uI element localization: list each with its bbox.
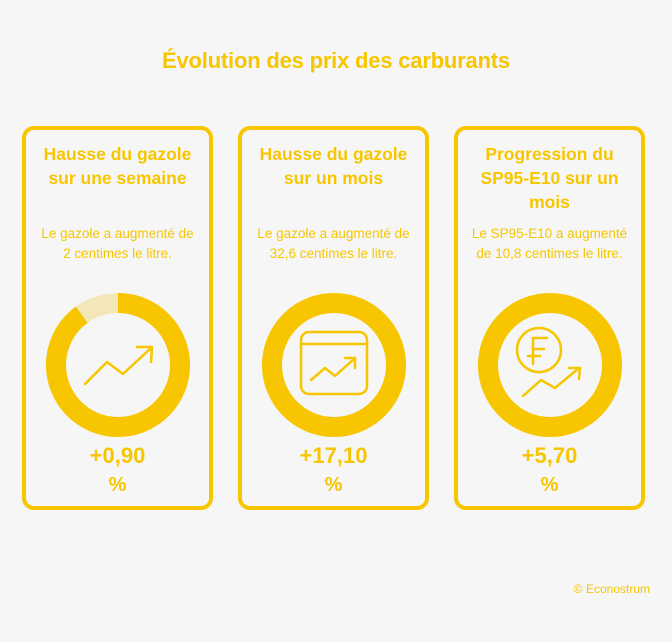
card-description: Le SP95-E10 a augmenté de 10,8 centimes …: [471, 226, 628, 261]
progress-ring: [261, 293, 406, 437]
percent-value: +5,70: [521, 443, 578, 468]
card-description: Le gazole a augmenté de 2 centimes le li…: [41, 226, 194, 261]
card-gazole-mois: Hausse du gazole sur un mois Le gazole a…: [238, 126, 429, 510]
percent-unit: %: [324, 474, 343, 496]
franc-coin-trend-icon: [515, 326, 581, 398]
card-heading: Hausse du gazole sur une semaine: [43, 144, 192, 188]
trend-up-arrow-icon: [83, 345, 153, 386]
progress-ring: [45, 293, 190, 437]
credit-label: © Econostrum: [573, 582, 650, 596]
chart-window-icon: [299, 330, 368, 396]
card-sp95-mois: Progression du SP95-E10 sur un mois Le S…: [454, 126, 645, 510]
percent-value: +0,90: [89, 443, 146, 468]
card-description: Le gazole a augmenté de 32,6 centimes le…: [257, 226, 410, 261]
ring-fill: [477, 293, 622, 437]
percent-value: +17,10: [299, 443, 368, 468]
card-heading: Hausse du gazole sur un mois: [259, 144, 408, 188]
progress-ring: [477, 293, 622, 437]
percent-unit: %: [108, 474, 127, 496]
card-gazole-semaine: Hausse du gazole sur une semaine Le gazo…: [22, 126, 213, 510]
ring-fill: [45, 293, 190, 437]
ring-fill: [261, 293, 406, 437]
page-title: Évolution des prix des carburants: [162, 48, 510, 73]
percent-unit: %: [540, 474, 559, 496]
card-heading: Progression du SP95-E10 sur un mois: [480, 144, 619, 212]
